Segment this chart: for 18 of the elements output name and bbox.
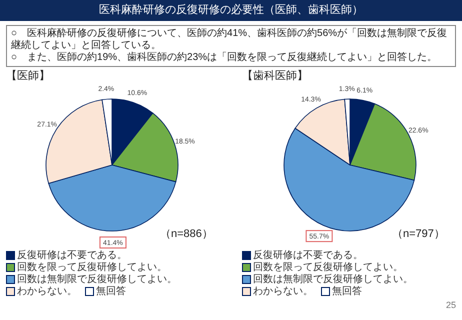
legend-label: 無回答 <box>331 286 362 298</box>
legend-label: わからない。 <box>16 286 77 298</box>
legend-label: 反復研修は不要である。 <box>16 250 127 262</box>
text: （n=797） <box>392 227 445 241</box>
legend-label: 反復研修は不要である。 <box>252 250 363 262</box>
text: 医科麻酔研修の反復研修の必要性（医師、歯科医師） <box>0 0 462 21</box>
legend-label: 回数は無制限で反復研修してよい。 <box>252 274 413 286</box>
legend-label: 回数は無制限で反復研修してよい。 <box>16 274 177 286</box>
text: ○ また、医師の約19%、歯科医師の約23%は「回数を限って反復継続してよい」と回答した。 <box>11 52 438 64</box>
legend-label: わからない。 <box>252 286 313 298</box>
text: ○ 医科麻酔研修の反復研修について、医師の約41%、歯科医師の約56%が「回数は無制限で反復継続してよい」と回答している。 <box>11 28 448 52</box>
chart-title: 【医師】 <box>6 68 50 83</box>
text: 25 <box>446 300 456 310</box>
chart-title: 【歯科医師】 <box>242 68 308 83</box>
text: （n=886） <box>160 227 213 241</box>
legend-label: 無回答 <box>95 286 126 298</box>
legend-label: 回数を限って反復研修してよい。 <box>16 262 167 274</box>
legend-label: 回数を限って反復研修してよい。 <box>252 262 403 274</box>
